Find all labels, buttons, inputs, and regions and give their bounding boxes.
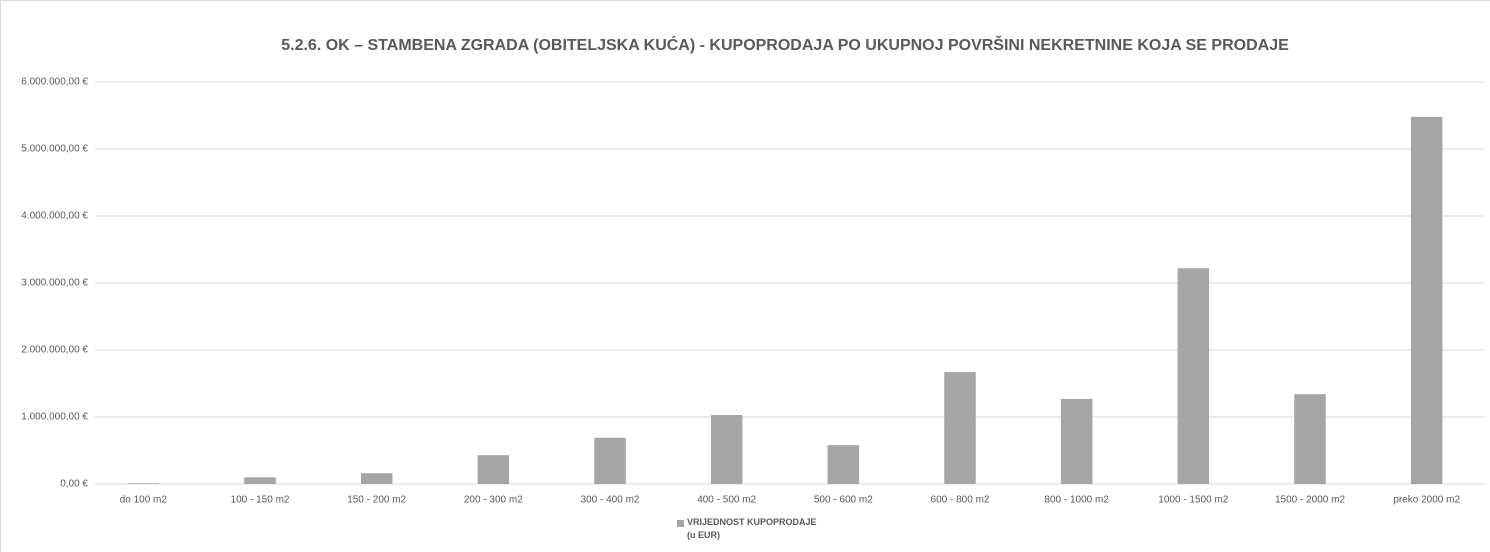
x-tick-label: 200 - 300 m2 xyxy=(464,495,523,506)
y-tick-label: 3.000.000,00 € xyxy=(21,278,88,289)
legend-swatch xyxy=(677,520,684,527)
x-tick-label: 150 - 200 m2 xyxy=(347,495,406,506)
bar xyxy=(1410,116,1443,484)
y-tick-label: 0,00 € xyxy=(60,479,88,490)
chart-title: 5.2.6. OK – STAMBENA ZGRADA (OBITELJSKA … xyxy=(281,35,1289,54)
y-tick-label: 4.000.000,00 € xyxy=(21,211,88,222)
x-tick-label: 1500 - 2000 m2 xyxy=(1275,495,1345,506)
bar xyxy=(360,473,393,484)
bar xyxy=(1294,394,1326,484)
bar xyxy=(477,455,510,484)
y-tick-label: 2.000.000,00 € xyxy=(21,345,88,356)
bar xyxy=(244,477,276,484)
x-tick-label: 500 - 600 m2 xyxy=(814,495,873,506)
bar xyxy=(944,372,976,484)
x-tick-label: 1000 - 1500 m2 xyxy=(1158,495,1228,506)
x-tick-label: preko 2000 m2 xyxy=(1393,495,1460,506)
bar xyxy=(1177,268,1210,484)
bar xyxy=(1060,398,1093,484)
bar xyxy=(827,445,860,484)
bar xyxy=(710,414,743,484)
x-tick-label: 400 - 500 m2 xyxy=(697,495,756,506)
x-tick-label: 100 - 150 m2 xyxy=(231,495,290,506)
legend-label: VRIJEDNOST KUPOPRODAJE (u EUR) xyxy=(687,517,817,540)
bar xyxy=(594,437,626,484)
y-tick-label: 6.000.000,00 € xyxy=(21,77,88,88)
x-tick-label: 600 - 800 m2 xyxy=(931,495,990,506)
bar xyxy=(127,483,160,484)
x-tick-label: do 100 m2 xyxy=(120,495,168,506)
y-tick-label: 5.000.000,00 € xyxy=(21,144,88,155)
legend: VRIJEDNOST KUPOPRODAJE (u EUR) xyxy=(677,517,817,542)
x-tick-label: 300 - 400 m2 xyxy=(581,495,640,506)
x-tick-label: 800 - 1000 m2 xyxy=(1044,495,1109,506)
y-tick-label: 1.000.000,00 € xyxy=(21,412,88,423)
